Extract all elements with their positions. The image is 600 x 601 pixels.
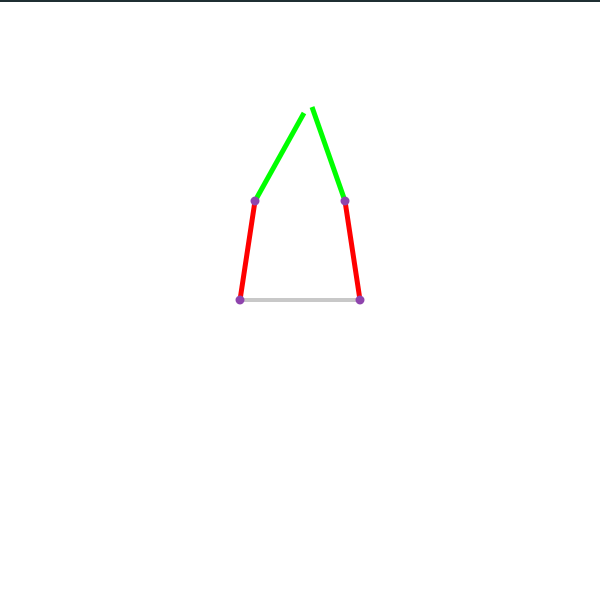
right-upper-link — [309, 106, 348, 202]
left-lower-link — [237, 200, 258, 301]
top-border — [0, 0, 600, 2]
right-middle-joint — [340, 196, 350, 206]
left-base-joint — [235, 295, 245, 305]
left-middle-joint — [250, 196, 260, 206]
left-upper-link — [252, 111, 307, 203]
right-base-joint — [355, 295, 365, 305]
right-lower-link — [342, 200, 363, 301]
